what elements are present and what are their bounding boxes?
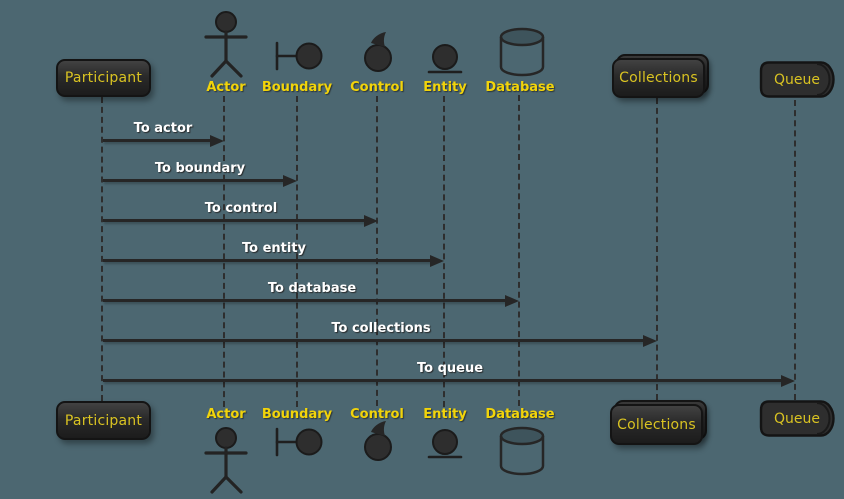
message-to-queue-line — [103, 379, 782, 382]
boundary-label-bottom: Boundary — [261, 407, 333, 422]
message-to-database-label: To database — [267, 281, 357, 296]
entity-icon-top — [427, 44, 463, 74]
message-to-collections-arrowhead — [643, 335, 657, 347]
boundary-icon-bottom — [275, 427, 323, 457]
message-to-database-arrowhead — [505, 295, 519, 307]
queue-shape-bottom: Queue — [759, 400, 835, 437]
lifeline-boundary — [296, 96, 298, 407]
message-to-boundary-label: To boundary — [154, 161, 246, 176]
message-to-entity-label: To entity — [241, 241, 307, 256]
message-to-boundary-line — [103, 179, 285, 182]
entity-label-top: Entity — [423, 80, 467, 95]
lifeline-collections — [656, 98, 658, 400]
lifeline-entity — [443, 96, 445, 407]
lifeline-actor — [223, 96, 225, 407]
lifeline-database — [518, 95, 520, 406]
control-label-bottom: Control — [350, 407, 404, 422]
collections-label-top: Collections — [619, 70, 698, 86]
collections-box-top: Collections — [612, 58, 705, 98]
actor-icon-top — [204, 11, 248, 78]
message-to-actor-arrowhead — [210, 135, 224, 147]
entity-icon-bottom — [427, 429, 463, 459]
lifeline-control — [376, 96, 378, 406]
message-to-actor-line — [103, 139, 212, 142]
participant-label-bottom: Participant — [64, 412, 143, 429]
message-to-database-line — [103, 299, 506, 302]
message-to-queue-arrowhead — [781, 375, 795, 387]
queue-cylinder-icon-top — [759, 61, 835, 98]
message-to-entity-line — [103, 259, 431, 262]
message-to-control-line — [103, 219, 365, 222]
control-icon-bottom — [364, 421, 392, 461]
message-to-collections-line — [103, 339, 644, 342]
message-to-control-arrowhead — [364, 215, 378, 227]
database-label-bottom: Database — [485, 407, 555, 422]
message-to-control-label: To control — [204, 201, 278, 216]
lifeline-participant — [101, 97, 103, 401]
participant-label-top: Participant — [64, 70, 143, 86]
message-to-boundary-arrowhead — [283, 175, 297, 187]
control-icon-top — [364, 32, 392, 72]
database-label-top: Database — [485, 80, 555, 95]
message-to-actor-label: To actor — [133, 121, 193, 136]
collections-box-bottom: Collections — [610, 404, 703, 445]
database-icon-top — [499, 27, 545, 77]
queue-label-top: Queue — [774, 71, 820, 88]
collections-label-bottom: Collections — [617, 416, 696, 433]
message-to-collections-label: To collections — [331, 321, 431, 336]
database-icon-bottom — [499, 426, 545, 476]
lifeline-queue — [794, 100, 796, 400]
control-label-top: Control — [350, 80, 404, 95]
participant-box-bottom: Participant — [56, 401, 151, 440]
queue-label-bottom: Queue — [774, 410, 820, 427]
actor-label-bottom: Actor — [206, 407, 246, 422]
entity-label-bottom: Entity — [423, 407, 467, 422]
message-to-entity-arrowhead — [430, 255, 444, 267]
queue-cylinder-icon-bottom — [759, 400, 835, 437]
boundary-label-top: Boundary — [261, 80, 333, 95]
actor-icon-bottom — [204, 427, 248, 494]
message-to-queue-label: To queue — [416, 361, 484, 376]
participant-box-top: Participant — [56, 59, 151, 97]
actor-label-top: Actor — [206, 80, 246, 95]
queue-shape-top: Queue — [759, 61, 835, 98]
boundary-icon-top — [275, 41, 323, 71]
